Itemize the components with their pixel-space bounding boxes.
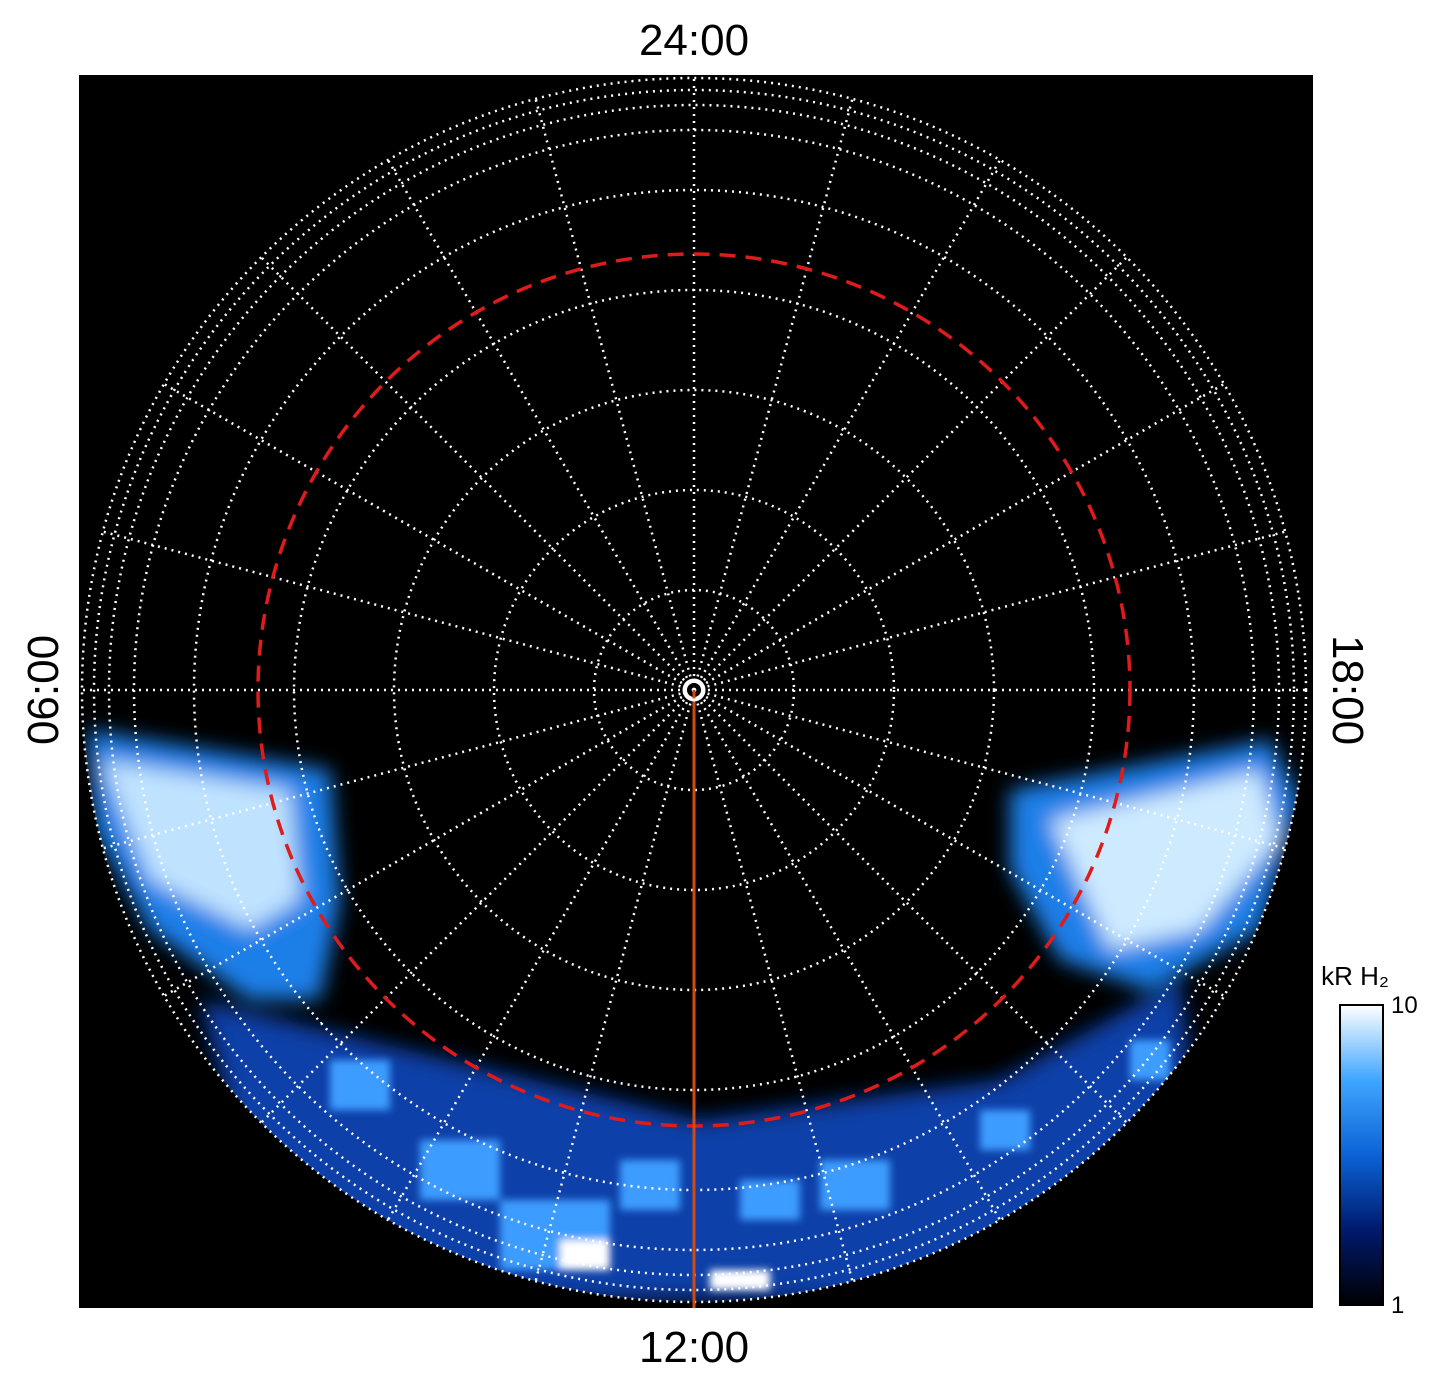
grid-circle — [492, 488, 896, 892]
colorbar-tick-label: 10 — [1391, 992, 1418, 1019]
grid-circle — [92, 88, 1296, 1292]
colorbar — [1339, 1004, 1384, 1306]
pole-marker — [682, 678, 706, 702]
aurora-emission — [88, 730, 1300, 1300]
left-label: 06:00 — [19, 635, 68, 745]
right-label: 18:00 — [1323, 635, 1372, 745]
colorbar-tick-label: 1 — [1391, 1292, 1404, 1319]
colorbar-label: kR H₂ — [1321, 961, 1389, 991]
grid-circle — [392, 388, 996, 992]
grid-circle — [80, 76, 1308, 1304]
top-label: 24:00 — [639, 16, 749, 65]
bottom-label: 12:00 — [639, 1323, 749, 1372]
